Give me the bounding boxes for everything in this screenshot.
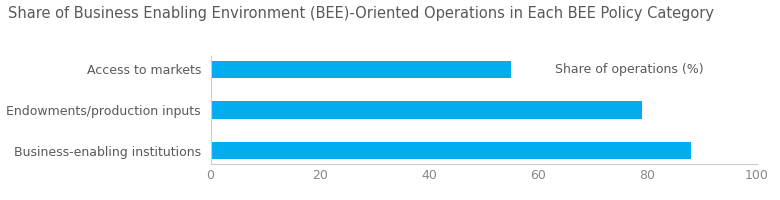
Bar (211, 101, 642, 119)
Text: Share of operations (%): Share of operations (%) (555, 63, 704, 76)
Bar (211, 142, 691, 159)
Text: Share of Business Enabling Environment (BEE)-Oriented Operations in Each BEE Pol: Share of Business Enabling Environment (… (8, 6, 714, 21)
Bar (211, 61, 511, 78)
